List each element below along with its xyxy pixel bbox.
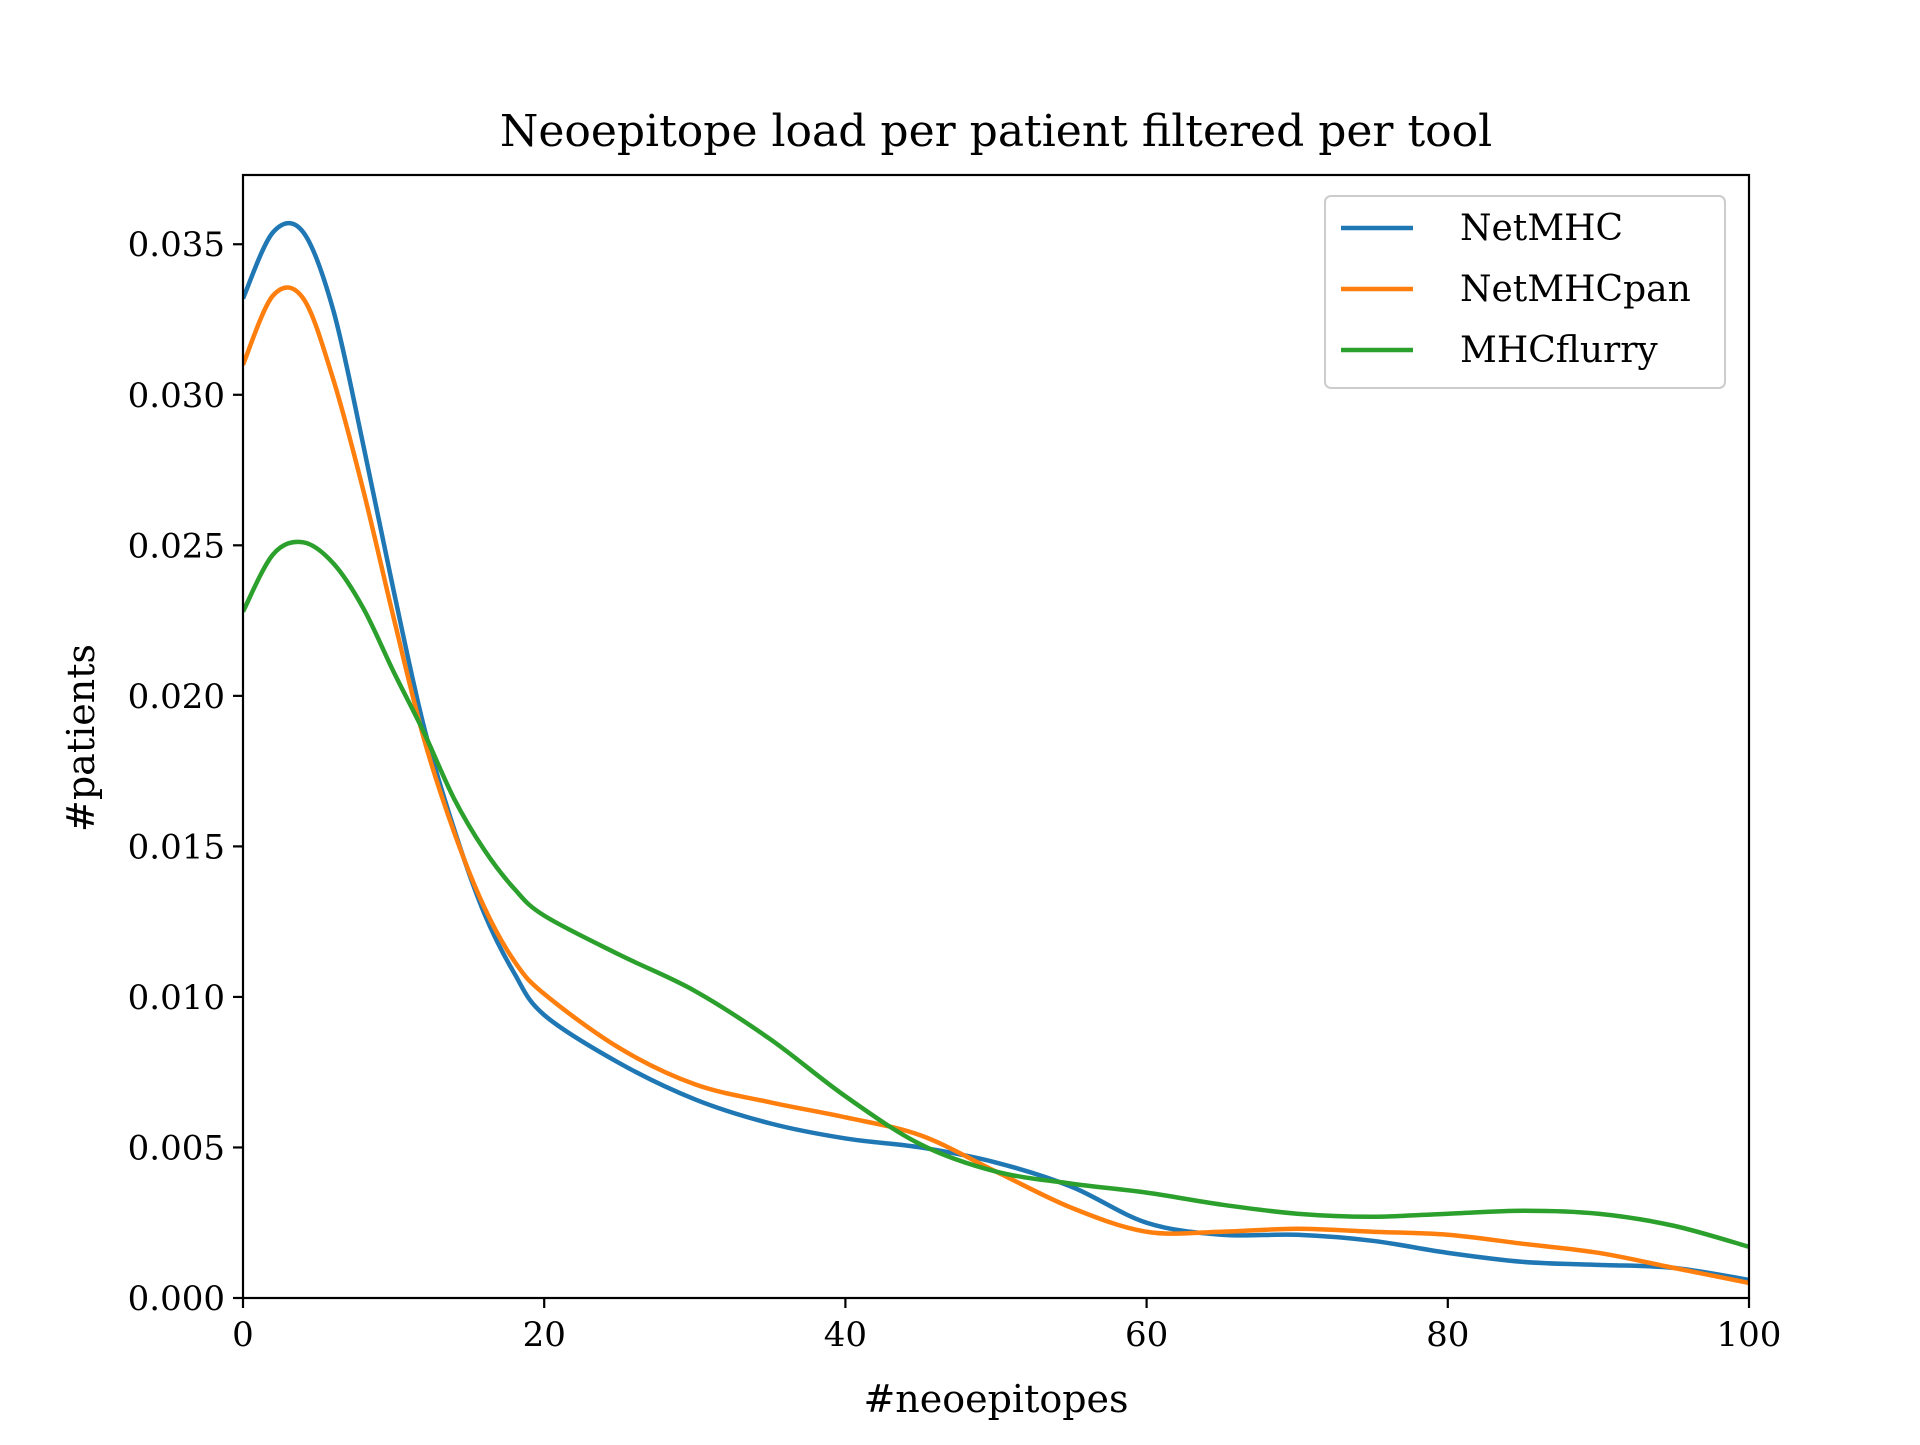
x-tick-label: 100 [1717,1315,1782,1355]
y-tick-label: 0.000 [128,1279,225,1319]
series-lines [243,220,1749,1286]
y-axis: 0.000 0.005 0.010 0.015 0.020 0.025 0.030 0.035 [128,225,243,1319]
x-tick-label: 80 [1426,1315,1469,1355]
x-axis-label: #neoepitopes [863,1377,1128,1421]
y-axis-label: #patients [59,644,103,832]
series-line-netmhcpan [243,285,1749,1286]
y-tick-label: 0.035 [128,225,225,265]
legend: NetMHC NetMHCpan MHCflurry [1324,195,1726,389]
legend-label-mhcflurry: MHCflurry [1460,330,1658,371]
axes-frame [241,173,1751,1300]
y-tick-label: 0.020 [128,677,225,717]
y-tick-label: 0.005 [128,1128,225,1168]
legend-label-netmhcpan: NetMHCpan [1460,269,1691,310]
chart-title: Neoepitope load per patient filtered per… [500,106,1492,157]
y-tick-label: 0.015 [128,827,225,867]
y-tick-label: 0.030 [128,376,225,416]
y-tick-label: 0.025 [128,526,225,566]
y-tick-label: 0.010 [128,978,225,1018]
x-axis: 0 20 40 60 80 100 [232,1298,1781,1355]
legend-box [1324,195,1726,389]
x-tick-label: 60 [1125,1315,1168,1355]
legend-label-netmhc: NetMHC [1460,208,1623,249]
x-tick-label: 40 [824,1315,867,1355]
x-tick-label: 20 [523,1315,566,1355]
x-tick-label: 0 [232,1315,254,1355]
plot-area: 0 20 40 60 80 1000.0000.0050.0100.0150.0200.0… [128,173,1781,1355]
series-line-netmhc [243,220,1749,1283]
series-line-mhcflurry [243,539,1749,1249]
